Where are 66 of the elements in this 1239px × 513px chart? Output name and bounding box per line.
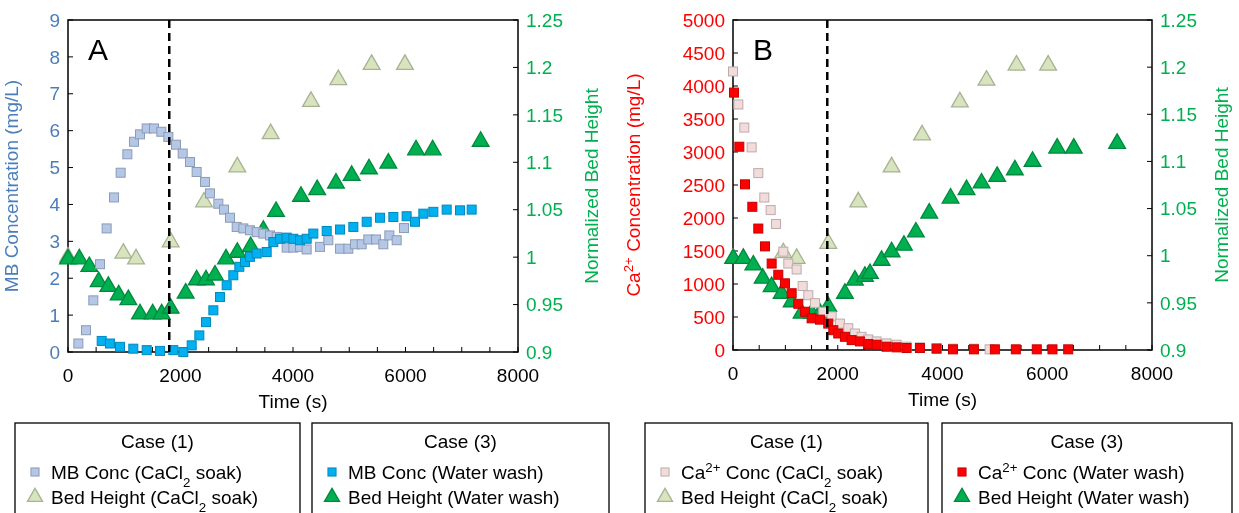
- y2-tick-label: 1.1: [1160, 151, 1187, 173]
- text: Case (3): [1050, 431, 1124, 452]
- legend-label: Ca$^{2+}$ Conc (CaCl$_{2}$ soak): [681, 459, 884, 490]
- y-tick-label: 0: [714, 339, 725, 361]
- x-tick-label: 8000: [496, 365, 540, 386]
- x-tick-label: 6000: [384, 365, 427, 386]
- y-tick-label: 6: [49, 120, 60, 142]
- y-tick-label: 500: [693, 306, 725, 328]
- y-axis-title: MB Concentration (mg/L): [1, 79, 22, 293]
- y-tick-label: 2000: [682, 207, 725, 229]
- x-tick-label: 4000: [921, 363, 964, 384]
- y-tick-label: 8: [49, 46, 60, 68]
- legend-label: Bed Height (Water wash): [348, 487, 560, 508]
- y2-tick-label: 1: [1160, 245, 1171, 267]
- y2-tick-label: 1.25: [1160, 9, 1197, 31]
- y2-axis-title: Normalized Bed Height: [1211, 86, 1232, 283]
- x-tick-label: 0: [62, 365, 74, 386]
- legend-label: Bed Height (Water wash): [978, 487, 1190, 508]
- y-tick-label: 9: [49, 9, 60, 31]
- y-tick-label: 2500: [682, 174, 725, 196]
- y2-tick-label: 1: [526, 246, 537, 268]
- x-tick-label: 6000: [1026, 363, 1069, 384]
- y-tick-label: 1000: [682, 273, 725, 295]
- y-tick-label: 7: [49, 83, 60, 105]
- y-tick-label: 3500: [682, 108, 725, 130]
- y-tick-label: 1500: [682, 240, 725, 262]
- y2-tick-label: 1.05: [1160, 198, 1197, 220]
- x-axis-title: Time (s): [258, 391, 328, 412]
- y-tick-label: 3000: [682, 141, 725, 163]
- legend-label: Bed Height (CaCl$_{2}$ soak): [51, 487, 258, 513]
- x-tick-label: 0: [727, 363, 739, 384]
- chart-title: A: [88, 33, 109, 66]
- legend-label: MB Conc (CaCl$_{2}$ soak): [51, 462, 243, 490]
- text: Case (3): [424, 431, 497, 452]
- y-tick-label: 2: [49, 267, 60, 289]
- legend-label: Ca$^{2+}$ Conc (Water wash): [978, 459, 1185, 483]
- y2-tick-label: 0.95: [1160, 292, 1197, 314]
- y2-tick-label: 1.15: [1160, 103, 1197, 125]
- x-tick-label: 4000: [271, 365, 315, 386]
- x-tick-label: 2000: [816, 363, 859, 384]
- y-tick-label: 4000: [682, 75, 725, 97]
- y2-tick-label: 1.1: [526, 151, 553, 173]
- text: Case (1): [750, 431, 823, 452]
- y-tick-label: 5000: [682, 9, 725, 31]
- chart-title: B: [753, 33, 774, 66]
- y2-tick-label: 1.2: [526, 57, 553, 79]
- y-tick-label: 0: [49, 341, 60, 363]
- y2-tick-label: 0.9: [526, 341, 553, 363]
- x-axis-title: Time (s): [908, 389, 977, 410]
- x-tick-label: 2000: [159, 365, 202, 386]
- y2-tick-label: 1.05: [526, 199, 563, 221]
- y2-axis-title: Normalized Bed Height: [581, 87, 602, 284]
- y-tick-label: 5: [49, 157, 60, 179]
- y2-tick-label: 1.15: [526, 104, 563, 126]
- y2-tick-label: 0.95: [526, 294, 563, 316]
- y-tick-label: 3: [49, 230, 60, 252]
- y-tick-label: 1: [49, 304, 60, 326]
- x-tick-label: 8000: [1130, 363, 1174, 384]
- legend-label: Bed Height (CaCl$_{2}$ soak): [681, 487, 888, 513]
- legend-label: MB Conc (Water wash): [348, 462, 544, 483]
- y2-tick-label: 1.25: [526, 9, 563, 31]
- y2-tick-label: 0.9: [1160, 339, 1187, 361]
- y2-tick-label: 1.2: [1160, 56, 1187, 78]
- y-tick-label: 4500: [682, 42, 725, 64]
- y-tick-label: 4: [49, 194, 61, 216]
- text: Case (1): [121, 431, 194, 452]
